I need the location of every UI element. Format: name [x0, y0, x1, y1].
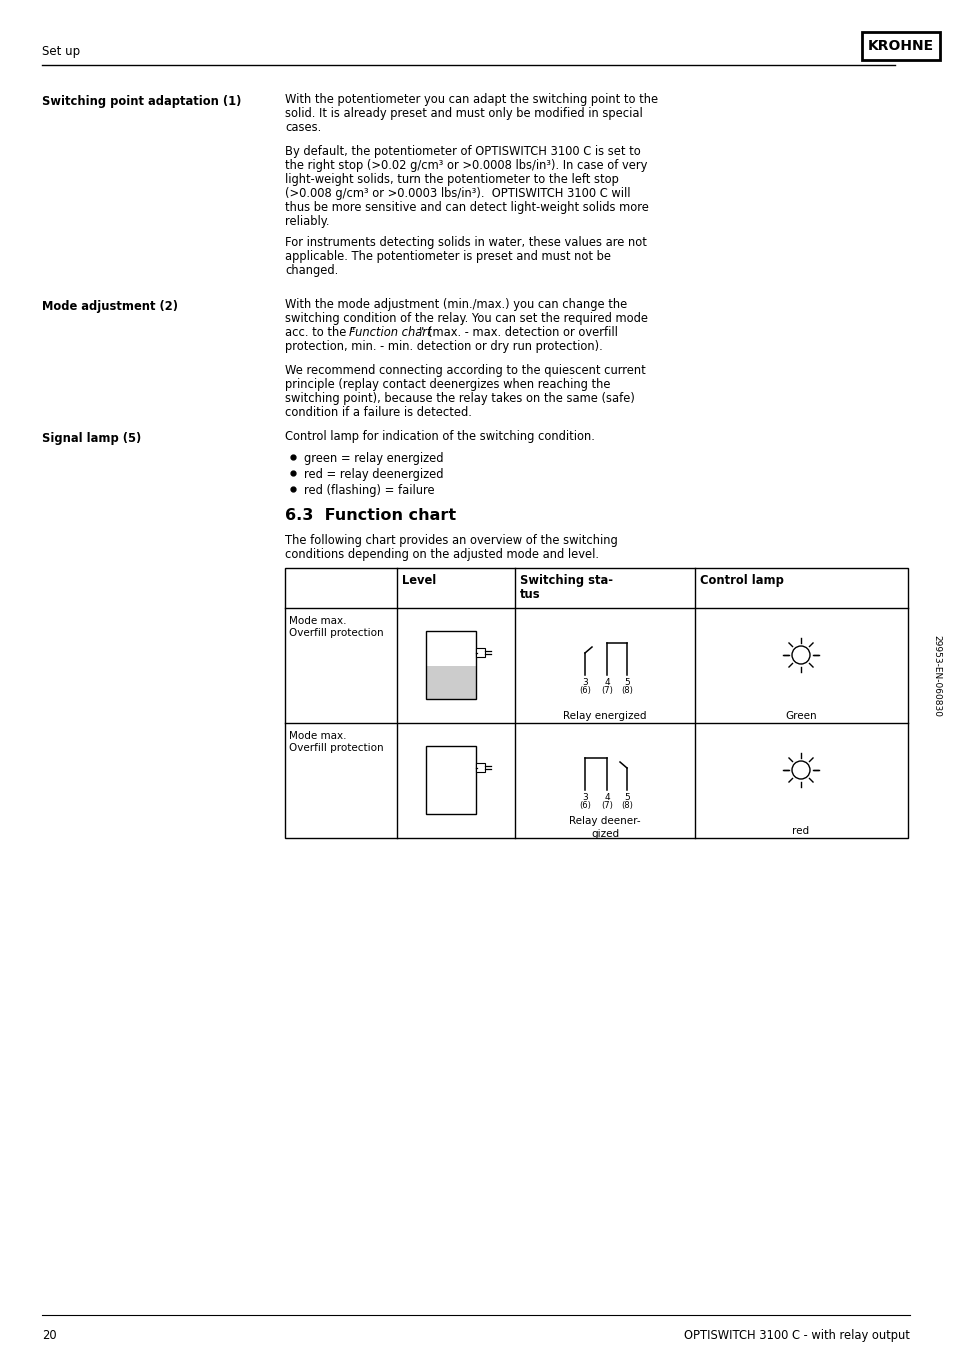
- Text: 5: 5: [623, 794, 629, 802]
- Text: 4: 4: [603, 794, 609, 802]
- Text: We recommend connecting according to the quiescent current: We recommend connecting according to the…: [285, 364, 645, 377]
- Text: Green: Green: [784, 711, 816, 721]
- Text: Relay deener-: Relay deener-: [569, 817, 640, 826]
- Text: 29953-EN-060830: 29953-EN-060830: [931, 635, 941, 717]
- Text: Control lamp for indication of the switching condition.: Control lamp for indication of the switc…: [285, 430, 595, 443]
- Text: (7): (7): [600, 685, 612, 695]
- Text: green = relay energized: green = relay energized: [304, 452, 443, 465]
- Text: (6): (6): [578, 685, 590, 695]
- Text: light-weight solids, turn the potentiometer to the left stop: light-weight solids, turn the potentiome…: [285, 173, 618, 187]
- Text: switching condition of the relay. You can set the required mode: switching condition of the relay. You ca…: [285, 312, 647, 324]
- Text: acc. to the ": acc. to the ": [285, 326, 355, 339]
- Text: 3: 3: [581, 677, 587, 687]
- Text: 4: 4: [603, 677, 609, 687]
- Text: red (flashing) = failure: red (flashing) = failure: [304, 484, 435, 498]
- Text: solid. It is already preset and must only be modified in special: solid. It is already preset and must onl…: [285, 107, 642, 120]
- Bar: [426, 631, 476, 699]
- Text: With the potentiometer you can adapt the switching point to the: With the potentiometer you can adapt the…: [285, 93, 658, 105]
- Text: Set up: Set up: [42, 45, 80, 58]
- Text: Overfill protection: Overfill protection: [289, 627, 383, 638]
- Text: tus: tus: [519, 588, 540, 602]
- Text: Control lamp: Control lamp: [700, 575, 783, 587]
- Text: (8): (8): [620, 800, 632, 810]
- Text: Signal lamp (5): Signal lamp (5): [42, 433, 141, 445]
- Bar: [426, 746, 476, 814]
- Text: red = relay deenergized: red = relay deenergized: [304, 468, 443, 481]
- Text: reliably.: reliably.: [285, 215, 329, 228]
- Text: Relay energized: Relay energized: [562, 711, 646, 721]
- Text: OPTISWITCH 3100 C - with relay output: OPTISWITCH 3100 C - with relay output: [683, 1329, 909, 1343]
- Text: The following chart provides an overview of the switching: The following chart provides an overview…: [285, 534, 618, 548]
- Text: protection, min. - min. detection or dry run protection).: protection, min. - min. detection or dry…: [285, 339, 602, 353]
- Bar: [285, 568, 907, 838]
- Text: switching point), because the relay takes on the same (safe): switching point), because the relay take…: [285, 392, 634, 406]
- Text: " (max. - max. detection or overfill: " (max. - max. detection or overfill: [418, 326, 618, 339]
- Text: Mode max.: Mode max.: [289, 731, 346, 741]
- Text: changed.: changed.: [285, 264, 338, 277]
- Text: KROHNE: KROHNE: [867, 39, 933, 53]
- Text: Function chart: Function chart: [349, 326, 431, 339]
- Text: (7): (7): [600, 800, 612, 810]
- Bar: [426, 667, 476, 699]
- Text: For instruments detecting solids in water, these values are not: For instruments detecting solids in wate…: [285, 237, 646, 249]
- Text: thus be more sensitive and can detect light-weight solids more: thus be more sensitive and can detect li…: [285, 201, 648, 214]
- Text: gized: gized: [590, 829, 618, 840]
- Text: 20: 20: [42, 1329, 56, 1343]
- Text: By default, the potentiometer of OPTISWITCH 3100 C is set to: By default, the potentiometer of OPTISWI…: [285, 145, 640, 158]
- Text: cases.: cases.: [285, 120, 321, 134]
- Text: With the mode adjustment (min./max.) you can change the: With the mode adjustment (min./max.) you…: [285, 297, 626, 311]
- Text: Switching sta-: Switching sta-: [519, 575, 613, 587]
- Bar: [476, 764, 484, 772]
- Text: 5: 5: [623, 677, 629, 687]
- Text: principle (replay contact deenergizes when reaching the: principle (replay contact deenergizes wh…: [285, 379, 610, 391]
- Text: Switching point adaptation (1): Switching point adaptation (1): [42, 95, 241, 108]
- Bar: [476, 648, 484, 657]
- Text: Mode max.: Mode max.: [289, 617, 346, 626]
- Text: the right stop (>0.02 g/cm³ or >0.0008 lbs/in³). In case of very: the right stop (>0.02 g/cm³ or >0.0008 l…: [285, 160, 647, 172]
- Text: (8): (8): [620, 685, 632, 695]
- Text: applicable. The potentiometer is preset and must not be: applicable. The potentiometer is preset …: [285, 250, 610, 264]
- Text: (6): (6): [578, 800, 590, 810]
- Text: (>0.008 g/cm³ or >0.0003 lbs/in³).  OPTISWITCH 3100 C will: (>0.008 g/cm³ or >0.0003 lbs/in³). OPTIS…: [285, 187, 630, 200]
- Text: Level: Level: [401, 575, 436, 587]
- Text: conditions depending on the adjusted mode and level.: conditions depending on the adjusted mod…: [285, 548, 598, 561]
- Text: Overfill protection: Overfill protection: [289, 744, 383, 753]
- Text: condition if a failure is detected.: condition if a failure is detected.: [285, 406, 472, 419]
- Text: Mode adjustment (2): Mode adjustment (2): [42, 300, 178, 314]
- Bar: [862, 32, 939, 59]
- Text: red: red: [792, 826, 809, 836]
- Text: 3: 3: [581, 794, 587, 802]
- Text: 6.3  Function chart: 6.3 Function chart: [285, 508, 456, 523]
